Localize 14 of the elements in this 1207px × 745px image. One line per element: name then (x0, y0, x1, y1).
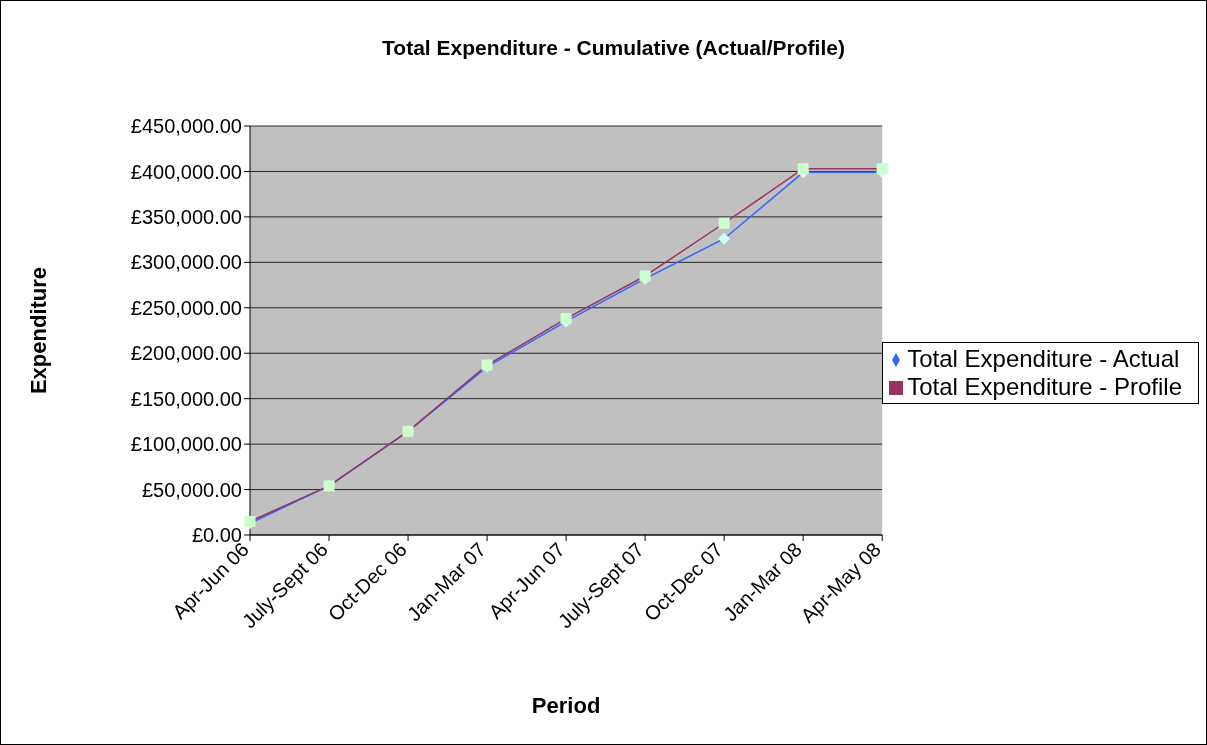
y-tick-label: £400,000.00 (130, 160, 242, 183)
chart-title: Total Expenditure - Cumulative (Actual/Profile) (381, 36, 846, 60)
y-tick-label: £300,000.00 (130, 251, 242, 274)
legend-label: Total Expenditure - Profile (907, 372, 1182, 400)
y-tick-label: £450,000.00 (130, 115, 242, 138)
legend-label: Total Expenditure - Actual (907, 344, 1180, 372)
y-tick-label: £100,000.00 (130, 433, 242, 456)
y-tick-label: £50,000.00 (141, 478, 242, 501)
y-axis-title: Expenditure (25, 266, 51, 395)
y-tick-label: £150,000.00 (130, 387, 242, 410)
y-tick-label: £250,000.00 (130, 296, 242, 319)
y-tick-label: £200,000.00 (130, 342, 242, 365)
x-axis-title: Period (531, 693, 601, 718)
y-tick-label: £350,000.00 (130, 205, 242, 228)
